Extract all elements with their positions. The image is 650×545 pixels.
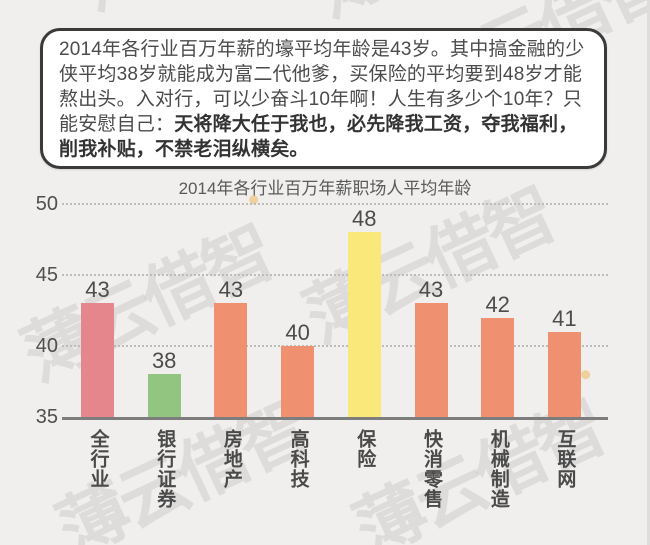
callout-box: 2014年各行业百万年薪的壕平均年龄是43岁。其中搞金融的少侠平均38岁就能成为…	[40, 28, 607, 169]
category-label-保险: 保险	[354, 429, 376, 469]
gridline-45	[62, 274, 608, 276]
category-label-快消零售: 快消零售	[421, 429, 442, 509]
bar-value-label-银行证券: 38	[151, 348, 177, 374]
y-tick-label-45: 45	[35, 264, 58, 286]
gridline-40	[62, 345, 608, 347]
bar-房地产	[214, 303, 248, 417]
bar-value-label-保险: 48	[352, 206, 377, 232]
bar-高科技	[281, 346, 315, 417]
bar-value-label-互联网: 41	[552, 305, 577, 331]
bar-value-label-房地产: 43	[218, 277, 244, 303]
bar-全行业	[81, 303, 114, 417]
bar-快消零售	[414, 303, 448, 417]
chart-title: 2014年各行业百万年薪职场人平均年龄	[178, 179, 472, 198]
category-label-高科技: 高科技	[287, 429, 309, 489]
bar-value-label-快消零售: 43	[418, 277, 444, 303]
y-tick-label-40: 40	[35, 335, 58, 357]
x-axis-line	[62, 417, 608, 420]
bar-value-label-全行业: 43	[85, 277, 110, 303]
bar-机械制造	[481, 317, 515, 417]
category-label-机械制造: 机械制造	[487, 429, 509, 509]
y-tick-label-35: 35	[35, 406, 58, 428]
category-label-银行证券: 银行证券	[154, 429, 176, 509]
bar-value-label-机械制造: 42	[485, 291, 510, 317]
category-label-全行业: 全行业	[87, 429, 109, 489]
bar-银行证券	[147, 374, 181, 417]
right-edge-shade	[647, 0, 650, 545]
callout-text-bold: 天将降大任于我也，必先降我工资，夺我福利，削我补贴，不禁老泪纵横矣。	[59, 114, 578, 160]
bar-保险	[347, 232, 381, 417]
category-label-房地产: 房地产	[220, 429, 242, 489]
callout-text: 2014年各行业百万年薪的壕平均年龄是43岁。其中搞金融的少侠平均38岁就能成为…	[59, 37, 586, 162]
callout-text-regular: 2014年各行业百万年薪的壕平均年龄是43岁。其中搞金融的少侠平均38岁就能成为…	[59, 39, 585, 135]
y-tick-label-50: 50	[35, 193, 58, 215]
bar-value-label-高科技: 40	[285, 320, 310, 345]
gridline-50	[62, 203, 608, 205]
bar-互联网	[547, 331, 581, 417]
category-label-互联网: 互联网	[554, 429, 576, 489]
